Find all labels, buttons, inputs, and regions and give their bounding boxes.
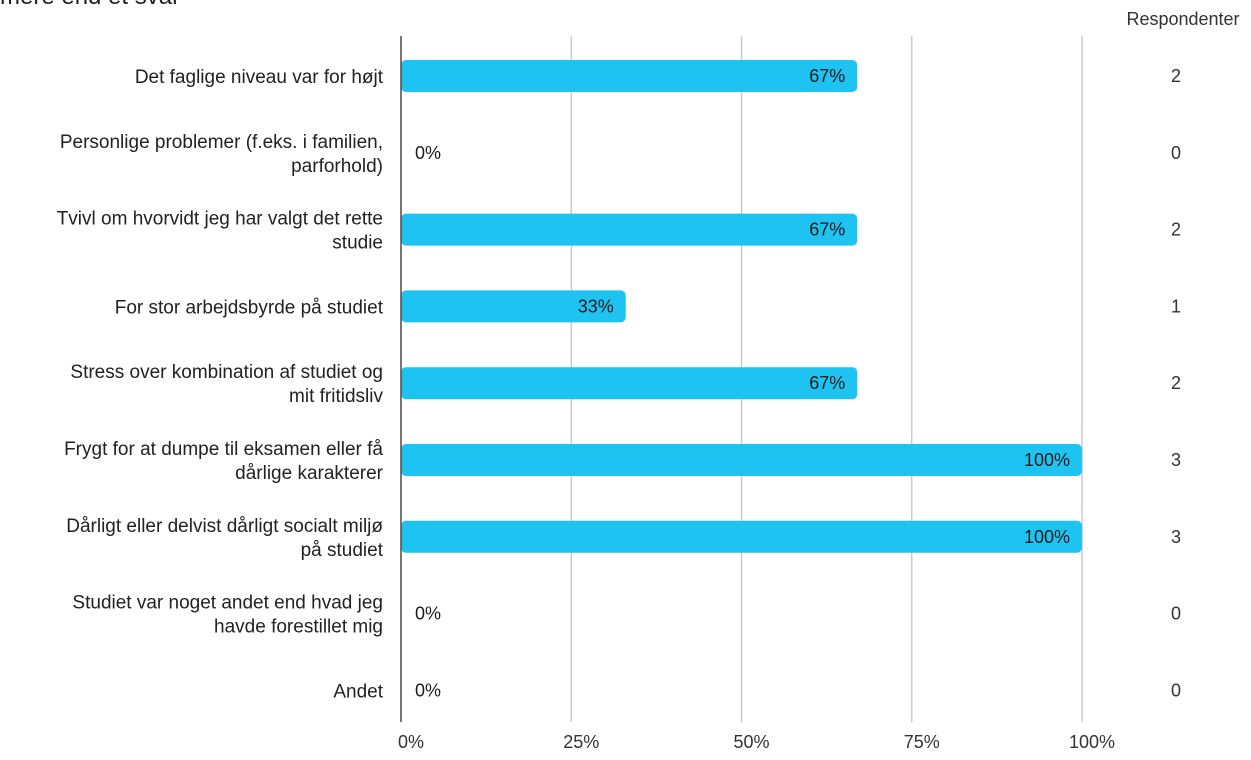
category-label-5-line-1: dårlige karakterer [235, 463, 384, 484]
bar-5 [401, 444, 1082, 476]
category-label-5-line-0: Frygt for at dumpe til eksamen eller få [64, 439, 383, 460]
bar-value-label-6: 100% [1024, 527, 1070, 547]
category-label-4-line-1: mit fritidsliv [289, 386, 383, 407]
category-label-8-line-0: Andet [333, 681, 383, 702]
category-label-6-line-1: på studiet [301, 540, 384, 561]
category-label-7-line-0: Studiet var noget andet end hvad jeg [72, 593, 383, 614]
bar-value-label-0: 67% [809, 66, 845, 86]
respondents-value-0: 2 [1171, 66, 1181, 86]
chart-title: mere end et svar [0, 0, 180, 11]
respondents-value-2: 2 [1171, 220, 1181, 240]
bar-value-label-7: 0% [415, 604, 441, 624]
category-label-7-line-1: havde forestillet mig [214, 617, 383, 638]
category-label-4-line-0: Stress over kombination af studiet og [70, 362, 383, 383]
bar-value-label-2: 67% [809, 220, 845, 240]
bar-6 [401, 520, 1082, 553]
category-label-1-line-1: parforhold) [291, 156, 383, 177]
respondents-value-3: 1 [1171, 296, 1181, 316]
category-label-0-line-0: Det faglige niveau var for højt [135, 67, 384, 88]
x-tick-label-0: 0% [398, 732, 424, 752]
respondents-value-8: 0 [1171, 680, 1181, 700]
respondents-header: Respondenter [1126, 9, 1239, 29]
bar-0 [401, 60, 858, 92]
bar-value-label-4: 67% [809, 373, 845, 393]
category-label-1-line-0: Personlige problemer (f.eks. i familien, [60, 132, 383, 153]
x-tick-label-75: 75% [904, 732, 940, 752]
category-label-3-line-0: For stor arbejdsbyrde på studiet [115, 297, 384, 318]
category-label-6-line-0: Dårligt eller delvist dårligt socialt mi… [66, 516, 383, 537]
bar-3 [401, 290, 626, 323]
respondents-value-5: 3 [1171, 450, 1181, 470]
respondents-value-6: 3 [1171, 527, 1181, 547]
category-label-2-line-0: Tvivl om hvorvidt jeg har valgt det rett… [57, 209, 383, 230]
x-tick-label-100: 100% [1069, 732, 1115, 752]
respondents-value-7: 0 [1171, 604, 1181, 624]
bar-value-label-8: 0% [415, 680, 441, 700]
bar-value-label-5: 100% [1024, 450, 1070, 470]
x-tick-label-50: 50% [733, 732, 769, 752]
x-tick-label-25: 25% [563, 732, 599, 752]
respondents-value-1: 0 [1171, 143, 1181, 163]
bar-4 [401, 367, 858, 400]
bar-2 [401, 213, 858, 246]
bar-value-label-3: 33% [578, 296, 614, 316]
bar-value-label-1: 0% [415, 143, 441, 163]
category-label-2-line-1: studie [332, 233, 383, 254]
respondents-value-4: 2 [1171, 373, 1181, 393]
